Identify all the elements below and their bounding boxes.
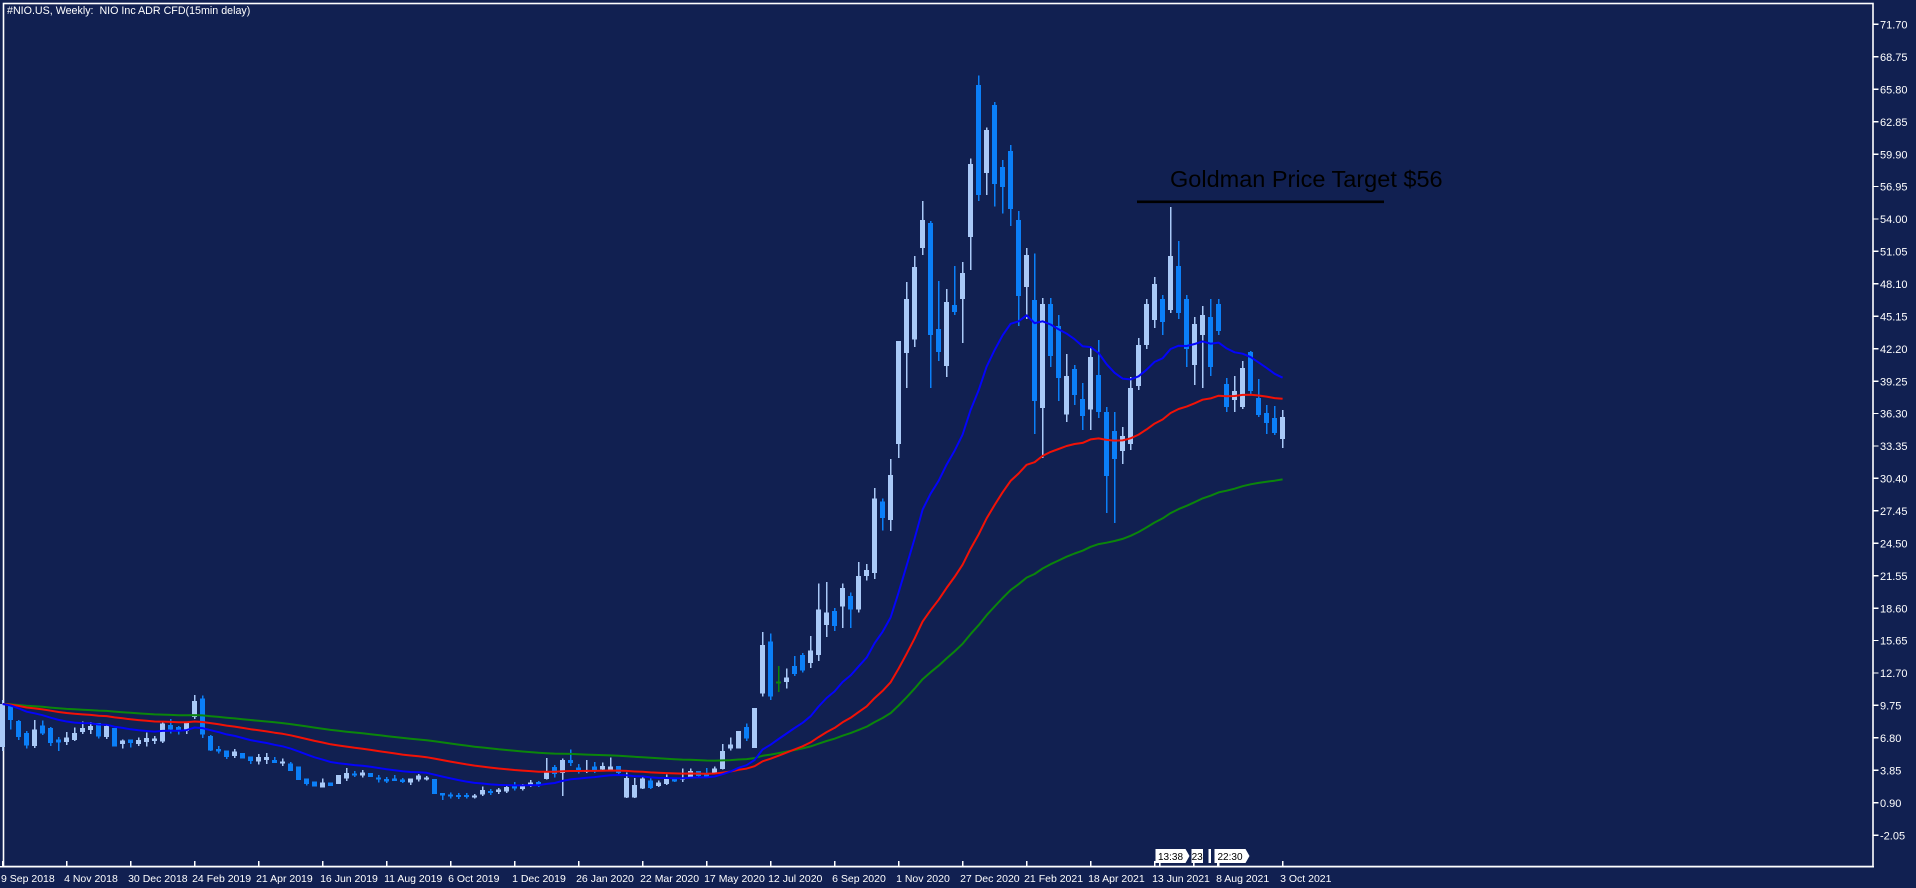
svg-text:3.85: 3.85 (1880, 765, 1901, 777)
svg-text:39.25: 39.25 (1880, 376, 1908, 388)
svg-text:3 Oct 2021: 3 Oct 2021 (1280, 873, 1332, 885)
svg-text:15.65: 15.65 (1880, 636, 1908, 648)
svg-text:18.60: 18.60 (1880, 603, 1908, 615)
svg-text:36.30: 36.30 (1880, 409, 1908, 421)
svg-text:-2.05: -2.05 (1880, 830, 1905, 842)
svg-text:45.15: 45.15 (1880, 312, 1908, 324)
svg-text:33.35: 33.35 (1880, 441, 1908, 453)
svg-text:12 Jul 2020: 12 Jul 2020 (768, 873, 822, 885)
svg-text:30 Dec 2018: 30 Dec 2018 (128, 873, 188, 885)
svg-text:24 Feb 2019: 24 Feb 2019 (192, 873, 251, 885)
svg-text:6 Sep 2020: 6 Sep 2020 (832, 873, 886, 885)
svg-text:#NIO.US, Weekly: NIO Inc ADR: #NIO.US, Weekly: NIO Inc ADR CFD(15min d… (7, 5, 250, 17)
svg-text:24.50: 24.50 (1880, 538, 1908, 550)
svg-text:27.45: 27.45 (1880, 506, 1908, 518)
svg-text:4 Nov 2018: 4 Nov 2018 (64, 873, 118, 885)
svg-text:0.90: 0.90 (1880, 798, 1901, 810)
svg-text:13 Jun 2021: 13 Jun 2021 (1152, 873, 1210, 885)
svg-text:9.75: 9.75 (1880, 701, 1901, 713)
svg-text:6 Oct 2019: 6 Oct 2019 (448, 873, 500, 885)
svg-text:11 Aug 2019: 11 Aug 2019 (384, 873, 442, 885)
svg-text:65.80: 65.80 (1880, 85, 1908, 97)
svg-text:1 Nov 2020: 1 Nov 2020 (896, 873, 950, 885)
svg-text:16 Jun 2019: 16 Jun 2019 (320, 873, 378, 885)
svg-text:21 Apr 2019: 21 Apr 2019 (256, 873, 313, 885)
svg-text:21.55: 21.55 (1880, 571, 1908, 583)
svg-text:21 Feb 2021: 21 Feb 2021 (1024, 873, 1083, 885)
svg-text:26 Jan 2020: 26 Jan 2020 (576, 873, 634, 885)
svg-text:Goldman Price Target $56: Goldman Price Target $56 (1170, 166, 1443, 192)
svg-text:54.00: 54.00 (1880, 214, 1908, 226)
svg-text:18 Apr 2021: 18 Apr 2021 (1088, 873, 1145, 885)
svg-text:22:30: 22:30 (1217, 852, 1242, 863)
svg-text:6.80: 6.80 (1880, 733, 1901, 745)
svg-text:23: 23 (1192, 852, 1204, 863)
svg-text:62.85: 62.85 (1880, 117, 1908, 129)
svg-text:13:38: 13:38 (1158, 852, 1183, 863)
svg-text:42.20: 42.20 (1880, 344, 1908, 356)
svg-text:12.70: 12.70 (1880, 668, 1908, 680)
svg-text:68.75: 68.75 (1880, 52, 1908, 64)
svg-text:1 Dec 2019: 1 Dec 2019 (512, 873, 566, 885)
svg-text:27 Dec 2020: 27 Dec 2020 (960, 873, 1020, 885)
svg-text:22 Mar 2020: 22 Mar 2020 (640, 873, 699, 885)
svg-text:30.40: 30.40 (1880, 474, 1908, 486)
svg-text:56.95: 56.95 (1880, 182, 1908, 194)
svg-text:8 Aug 2021: 8 Aug 2021 (1216, 873, 1269, 885)
svg-text:48.10: 48.10 (1880, 279, 1908, 291)
svg-text:59.90: 59.90 (1880, 149, 1908, 161)
svg-text:9 Sep 2018: 9 Sep 2018 (1, 873, 55, 885)
svg-text:17 May 2020: 17 May 2020 (704, 873, 765, 885)
svg-text:71.70: 71.70 (1880, 20, 1908, 32)
svg-text:51.05: 51.05 (1880, 247, 1908, 259)
